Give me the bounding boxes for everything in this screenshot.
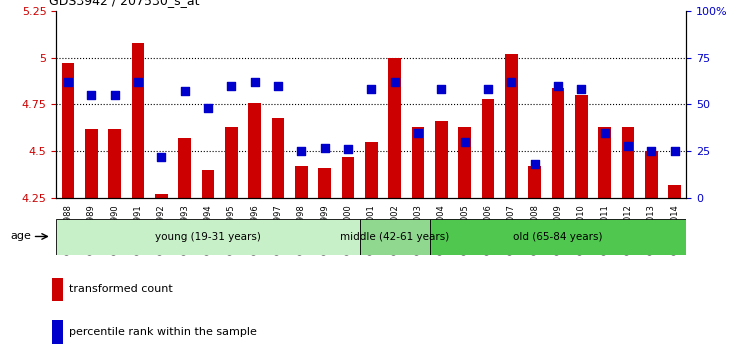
Point xyxy=(62,79,74,85)
Bar xyxy=(551,87,564,198)
Bar xyxy=(202,170,214,198)
Bar xyxy=(341,157,354,198)
Point xyxy=(109,92,121,98)
Bar xyxy=(598,127,611,198)
Bar xyxy=(62,63,74,198)
Bar xyxy=(645,152,658,198)
Point xyxy=(598,130,610,136)
Point xyxy=(645,149,657,154)
Bar xyxy=(482,99,494,198)
Point xyxy=(435,87,447,92)
Bar xyxy=(318,168,331,198)
Bar xyxy=(388,57,401,198)
Bar xyxy=(458,127,471,198)
Bar xyxy=(178,138,191,198)
Point xyxy=(155,154,167,160)
Text: transformed count: transformed count xyxy=(69,284,173,295)
Bar xyxy=(85,129,98,198)
Point xyxy=(202,105,214,111)
Bar xyxy=(622,127,634,198)
Bar xyxy=(364,142,378,198)
Point xyxy=(296,149,307,154)
Bar xyxy=(668,185,681,198)
Point xyxy=(342,147,354,152)
Text: middle (42-61 years): middle (42-61 years) xyxy=(340,232,449,242)
Point xyxy=(506,79,518,85)
Bar xyxy=(52,320,64,344)
Text: young (19-31 years): young (19-31 years) xyxy=(155,232,261,242)
Point xyxy=(365,87,377,92)
Point xyxy=(575,87,587,92)
Point xyxy=(482,87,494,92)
Bar xyxy=(505,54,518,198)
Bar xyxy=(225,127,238,198)
Text: percentile rank within the sample: percentile rank within the sample xyxy=(69,327,257,337)
Bar xyxy=(295,166,307,198)
Point xyxy=(132,79,144,85)
Point xyxy=(319,145,331,150)
Point xyxy=(412,130,424,136)
Bar xyxy=(430,219,686,255)
Bar xyxy=(154,194,168,198)
Bar xyxy=(412,127,424,198)
Point xyxy=(225,83,237,88)
Point xyxy=(388,79,400,85)
Bar xyxy=(131,42,144,198)
Point xyxy=(529,162,541,167)
Bar xyxy=(56,219,359,255)
Point xyxy=(86,92,98,98)
Point xyxy=(668,149,680,154)
Point xyxy=(248,79,260,85)
Point xyxy=(178,88,190,94)
Bar xyxy=(52,278,64,301)
Bar xyxy=(359,219,430,255)
Point xyxy=(272,83,284,88)
Bar xyxy=(248,103,261,198)
Text: age: age xyxy=(10,232,31,241)
Point xyxy=(622,143,634,149)
Text: old (65-84 years): old (65-84 years) xyxy=(513,232,603,242)
Bar xyxy=(272,118,284,198)
Point xyxy=(458,139,470,145)
Bar xyxy=(108,129,121,198)
Text: GDS3942 / 207530_s_at: GDS3942 / 207530_s_at xyxy=(49,0,200,7)
Bar xyxy=(528,166,541,198)
Bar xyxy=(435,121,448,198)
Point xyxy=(552,83,564,88)
Bar xyxy=(574,95,588,198)
